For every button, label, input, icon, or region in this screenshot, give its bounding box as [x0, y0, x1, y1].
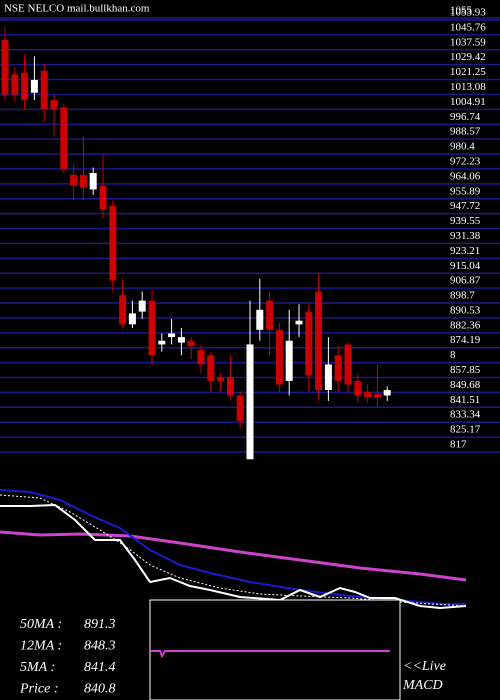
legend-label: 5MA : [20, 660, 55, 675]
candle-body [334, 355, 342, 381]
candle-body [21, 72, 29, 101]
candle-body [30, 80, 38, 93]
y-tick-label: 841.51 [450, 394, 480, 406]
y-tick-label: 939.55 [450, 215, 481, 227]
candle-body [50, 100, 58, 110]
candle-body [373, 393, 381, 398]
macd-label: <<Live [403, 659, 446, 674]
candle-body [217, 377, 225, 381]
y-tick-label: 1004.91 [450, 96, 486, 108]
candle-body [226, 377, 234, 396]
candle-body [324, 364, 332, 390]
y-tick-label: 874.19 [450, 334, 481, 346]
legend-value: 840.8 [84, 682, 116, 697]
candle-body [11, 74, 19, 95]
y-tick-label: 996.74 [450, 111, 481, 123]
candle-body [168, 333, 176, 338]
y-tick-label: 817 [450, 439, 467, 451]
macd-line [150, 650, 390, 659]
y-tick-label: 1021.25 [450, 66, 486, 78]
y-tick-label: 1053.93 [450, 6, 486, 18]
y-tick-label: 972.23 [450, 155, 481, 167]
y-tick-label: 882.36 [450, 319, 481, 331]
candle-body [128, 313, 136, 325]
y-tick-label: 1013.08 [450, 81, 486, 93]
candle-body [148, 300, 156, 356]
legend-value: 848.3 [84, 639, 116, 654]
indicator-panel [0, 489, 467, 610]
legend-label: 12MA : [20, 639, 62, 654]
candle-body [315, 291, 323, 390]
candle-body [275, 329, 283, 385]
candle-body [305, 311, 313, 376]
y-tick-label: 1037.59 [450, 36, 486, 48]
y-tick-label: 988.57 [450, 126, 481, 138]
candle-body [40, 70, 48, 110]
price-line [0, 503, 467, 610]
candle-body [187, 340, 195, 347]
candle-body [266, 300, 274, 330]
candle-body [79, 174, 87, 188]
legend-label: Price : [19, 682, 58, 697]
candle-body [246, 344, 254, 460]
y-tick-label: 898.7 [450, 290, 475, 302]
candle-body [1, 39, 9, 95]
candle-body [60, 107, 68, 170]
candle-body [89, 173, 97, 190]
y-tick-label: 1029.42 [450, 51, 486, 63]
legend-label: 50MA : [20, 617, 62, 632]
y-tick-label: 906.87 [450, 275, 481, 287]
y-tick-label: 931.38 [450, 230, 481, 242]
ema-line [0, 494, 467, 607]
chart-title: NSE NELCO mail.bullkhan.com [4, 3, 150, 15]
candle-body [236, 395, 244, 421]
y-tick-label: 825.17 [450, 424, 481, 436]
y-tick-label: 1055 [450, 5, 473, 17]
y-tick-label: 947.72 [450, 200, 480, 212]
candle-body [207, 355, 215, 381]
legend-value: 891.3 [84, 617, 116, 632]
y-tick-label: 923.21 [450, 245, 480, 257]
candle-body [383, 390, 391, 396]
candle-body [177, 337, 185, 343]
ma-line [0, 530, 467, 582]
y-tick-label: 833.34 [450, 409, 481, 421]
y-tick-label: 915.04 [450, 260, 481, 272]
candle-body [295, 320, 303, 325]
candle-body [344, 344, 352, 385]
y-tick-label: 8 [450, 349, 456, 361]
y-tick-label: 890.53 [450, 304, 481, 316]
candle-body [70, 174, 78, 186]
y-tick-label: 849.68 [450, 379, 481, 391]
signal-line [0, 489, 466, 605]
y-tick-label: 1045.76 [450, 21, 486, 33]
candle-body [109, 205, 117, 281]
candle-body [354, 380, 362, 396]
candle-body [158, 340, 166, 345]
candle-body [99, 185, 107, 210]
y-tick-label: 964.06 [450, 170, 481, 182]
candle-body [364, 391, 372, 398]
legend-value: 841.4 [84, 660, 116, 675]
macd-label: MACD [402, 678, 443, 693]
y-tick-label: 857.85 [450, 364, 481, 376]
y-tick-label: 955.89 [450, 185, 481, 197]
y-tick-label: 980.4 [450, 141, 475, 153]
candle-body [197, 349, 205, 365]
candle-body [138, 300, 146, 312]
candle-body [256, 309, 264, 330]
candle-body [119, 295, 127, 325]
candle-body [285, 340, 293, 381]
